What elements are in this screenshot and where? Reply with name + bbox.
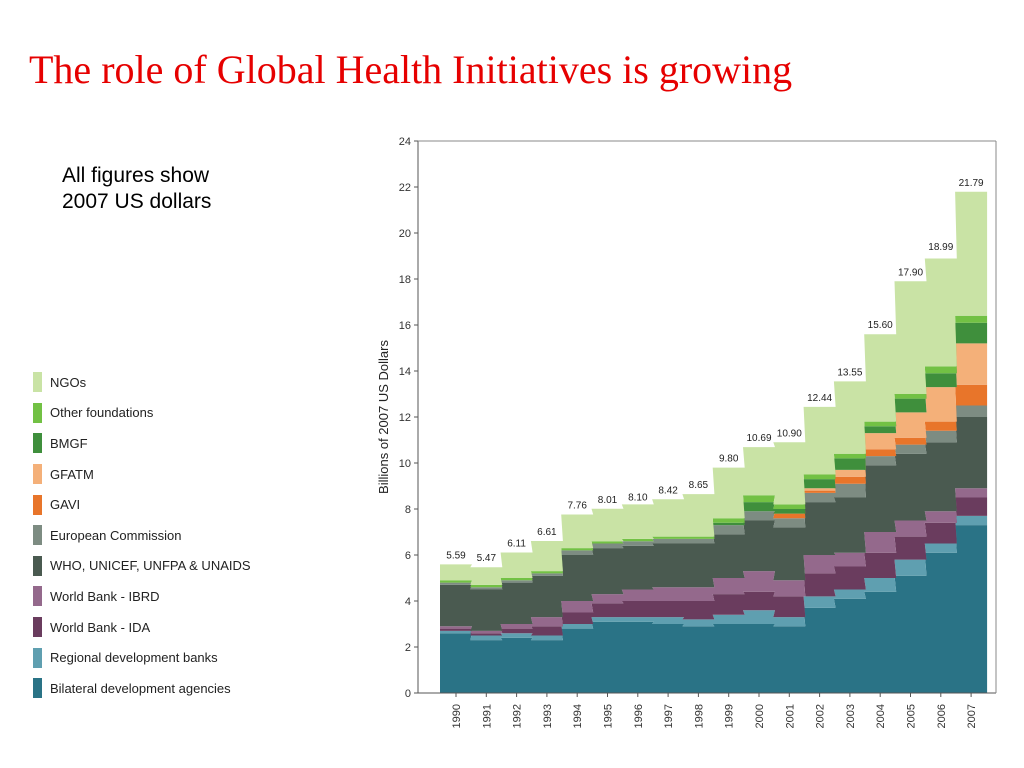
y-axis-title: Billions of 2007 US Dollars bbox=[376, 340, 391, 494]
legend-label: Other foundations bbox=[50, 405, 154, 421]
legend-item: GAVI bbox=[33, 489, 251, 520]
y-tick-label: 22 bbox=[399, 182, 411, 194]
total-data-label: 10.69 bbox=[746, 433, 771, 444]
legend-swatch bbox=[33, 494, 42, 515]
y-tick-label: 6 bbox=[405, 550, 411, 562]
slide-title: The role of Global Health Initiatives is… bbox=[29, 47, 793, 92]
series-area-who-unicef-unfpa-unaids bbox=[440, 417, 988, 631]
x-tick-label: 1994 bbox=[572, 704, 584, 728]
legend-swatch bbox=[33, 402, 42, 423]
legend-label: WHO, UNICEF, UNFPA & UNAIDS bbox=[50, 558, 251, 574]
legend-item: European Commission bbox=[33, 520, 251, 551]
legend-item: Other foundations bbox=[33, 398, 251, 429]
series-area-ngos bbox=[440, 191, 988, 585]
y-tick-label: 2 bbox=[405, 642, 411, 654]
total-data-label: 8.42 bbox=[658, 485, 678, 496]
x-tick-label: 2005 bbox=[906, 704, 918, 728]
total-data-label: 5.59 bbox=[446, 550, 466, 561]
y-tick-label: 0 bbox=[405, 688, 411, 700]
total-data-label: 17.90 bbox=[898, 267, 923, 278]
legend-swatch bbox=[33, 647, 42, 668]
legend-item: BMGF bbox=[33, 428, 251, 459]
total-data-label: 8.10 bbox=[628, 493, 648, 504]
x-tick-label: 1992 bbox=[512, 704, 524, 728]
x-tick-label: 1991 bbox=[481, 704, 493, 728]
x-tick-label: 1990 bbox=[451, 704, 463, 728]
total-data-label: 6.61 bbox=[537, 527, 557, 538]
x-tick-label: 2006 bbox=[936, 704, 948, 728]
x-tick-label: 1993 bbox=[542, 704, 554, 728]
legend-swatch bbox=[33, 464, 42, 485]
y-tick-label: 18 bbox=[399, 274, 411, 286]
legend-swatch bbox=[33, 433, 42, 454]
chart-legend: NGOs Other foundations BMGF GFATM GAVI Europe… bbox=[33, 367, 251, 704]
y-tick-label: 4 bbox=[405, 596, 411, 608]
total-data-label: 6.11 bbox=[507, 538, 526, 549]
currency-note: All figures show 2007 US dollars bbox=[62, 163, 211, 215]
y-tick-label: 20 bbox=[399, 228, 411, 240]
total-data-label: 12.44 bbox=[807, 393, 832, 404]
legend-swatch bbox=[33, 372, 42, 393]
legend-swatch bbox=[33, 586, 42, 607]
total-data-label: 13.55 bbox=[837, 367, 862, 378]
legend-swatch bbox=[33, 678, 42, 699]
legend-item: World Bank - IBRD bbox=[33, 581, 251, 612]
x-tick-label: 2001 bbox=[784, 704, 796, 728]
legend-label: European Commission bbox=[50, 527, 182, 543]
legend-item: NGOs bbox=[33, 367, 251, 398]
x-tick-label: 2007 bbox=[966, 704, 978, 728]
currency-note-line-2: 2007 US dollars bbox=[62, 190, 212, 213]
x-tick-label: 2000 bbox=[754, 704, 766, 728]
legend-item: Regional development banks bbox=[33, 642, 251, 673]
total-data-label: 21.79 bbox=[959, 178, 984, 189]
legend-swatch bbox=[33, 525, 42, 546]
legend-swatch bbox=[33, 555, 42, 576]
legend-label: Regional development banks bbox=[50, 650, 218, 666]
y-tick-label: 8 bbox=[405, 504, 411, 516]
x-tick-label: 1997 bbox=[663, 704, 675, 728]
legend-item: Bilateral development agencies bbox=[33, 673, 251, 704]
total-data-label: 7.76 bbox=[567, 501, 587, 512]
x-tick-label: 2004 bbox=[875, 704, 887, 728]
legend-swatch bbox=[33, 617, 42, 638]
series-area-world-bank-ida bbox=[440, 497, 988, 636]
total-data-label: 5.47 bbox=[477, 553, 497, 564]
legend-label: Bilateral development agencies bbox=[50, 680, 231, 696]
legend-label: NGOs bbox=[50, 374, 87, 390]
x-tick-label: 1996 bbox=[633, 704, 645, 728]
total-data-label: 8.01 bbox=[598, 495, 618, 506]
x-tick-label: 2002 bbox=[815, 704, 827, 728]
total-data-label: 9.80 bbox=[719, 454, 739, 465]
total-data-label: 18.99 bbox=[928, 242, 953, 253]
y-tick-label: 10 bbox=[399, 458, 411, 470]
legend-item: World Bank - IDA bbox=[33, 612, 251, 643]
x-tick-label: 1995 bbox=[603, 704, 615, 728]
total-data-label: 8.65 bbox=[689, 480, 709, 491]
x-tick-label: 1999 bbox=[724, 704, 736, 728]
y-tick-label: 12 bbox=[399, 412, 411, 424]
x-tick-label: 2003 bbox=[845, 704, 857, 728]
legend-label: GFATM bbox=[50, 466, 94, 482]
series-area-bilateral-development-agencies bbox=[440, 525, 988, 693]
legend-label: BMGF bbox=[50, 435, 88, 451]
legend-item: GFATM bbox=[33, 459, 251, 490]
legend-label: World Bank - IBRD bbox=[50, 588, 160, 604]
y-tick-label: 16 bbox=[399, 320, 411, 332]
total-data-label: 15.60 bbox=[868, 320, 893, 331]
total-data-label: 10.90 bbox=[777, 428, 802, 439]
x-tick-label: 1998 bbox=[693, 704, 705, 728]
y-tick-label: 24 bbox=[399, 136, 411, 148]
legend-label: GAVI bbox=[50, 497, 81, 513]
legend-item: WHO, UNICEF, UNFPA & UNAIDS bbox=[33, 551, 251, 582]
y-tick-label: 14 bbox=[399, 366, 411, 378]
legend-label: World Bank - IDA bbox=[50, 619, 151, 635]
currency-note-line-1: All figures show bbox=[62, 164, 210, 187]
